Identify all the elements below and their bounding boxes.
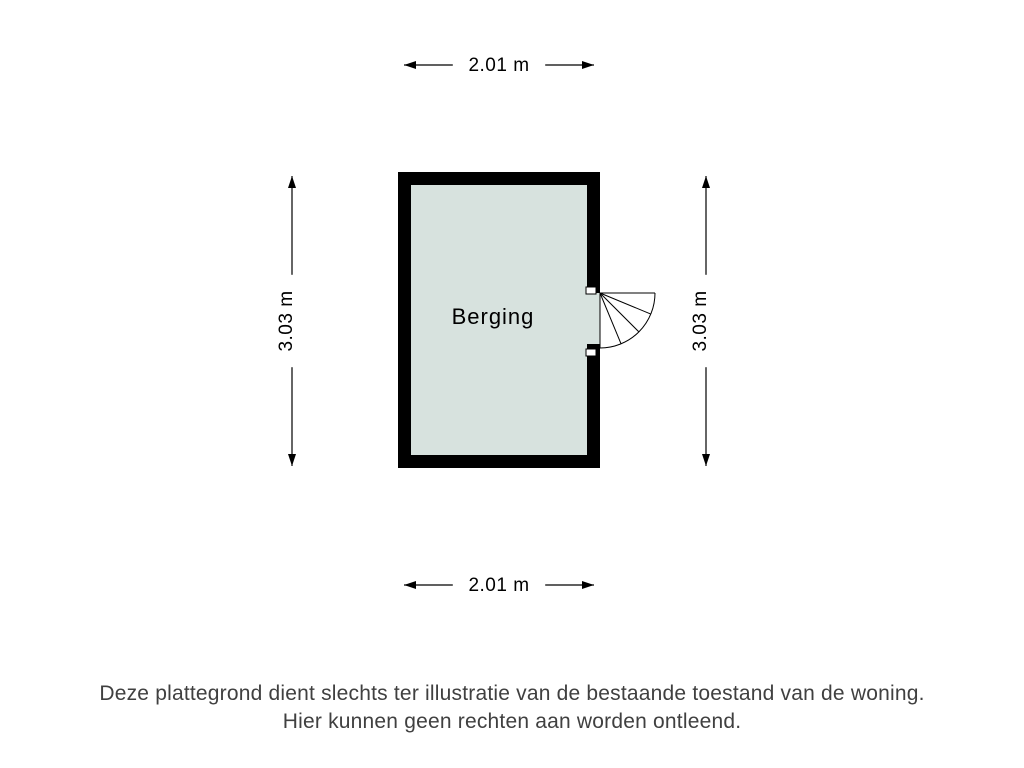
dim-bottom-label: 2.01 m — [468, 575, 529, 596]
dim-left-label: 3.03 m — [276, 290, 297, 351]
disclaimer-line-1: Deze plattegrond dient slechts ter illus… — [99, 682, 924, 705]
disclaimer-line-2: Hier kunnen geen rechten aan worden ontl… — [283, 710, 742, 733]
room-label: Berging — [452, 304, 535, 329]
dim-right-label: 3.03 m — [690, 290, 711, 351]
dim-top-label: 2.01 m — [468, 55, 529, 76]
